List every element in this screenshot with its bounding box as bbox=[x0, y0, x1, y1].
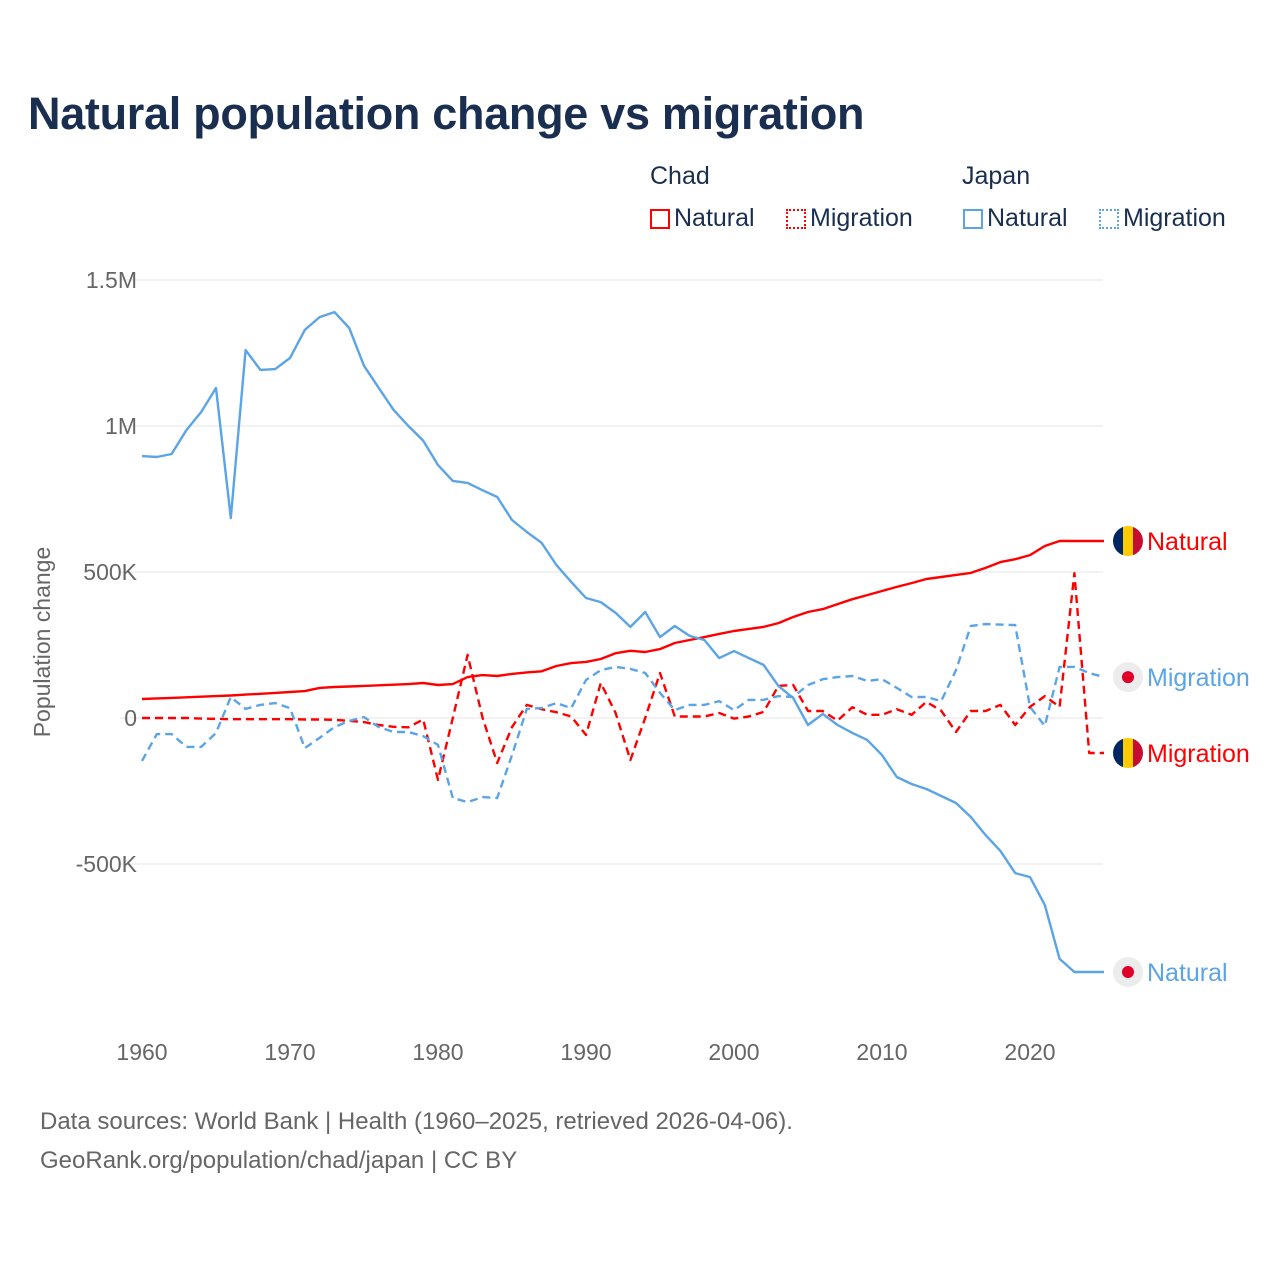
end-label-japan-migration: Migration bbox=[1147, 664, 1250, 692]
y-tick-label: 1M bbox=[105, 413, 137, 439]
x-tick-label: 2020 bbox=[1004, 1039, 1055, 1065]
legend-group-japan: Japan bbox=[962, 162, 1031, 190]
legend-item-chad-migration[interactable]: Migration bbox=[786, 204, 913, 233]
x-tick-label: 2000 bbox=[708, 1039, 759, 1065]
legend-label: Migration bbox=[1123, 204, 1226, 232]
legend-item-chad-natural[interactable]: Natural bbox=[650, 204, 755, 233]
chad-flag-icon bbox=[1123, 526, 1133, 557]
y-tick-label: 1.5M bbox=[86, 267, 137, 293]
x-tick-label: 1990 bbox=[560, 1039, 611, 1065]
series-line-japan-natural bbox=[141, 310, 1104, 974]
chad-flag-icon bbox=[1133, 526, 1143, 557]
x-tick-label: 1960 bbox=[116, 1039, 167, 1065]
legend-item-japan-natural[interactable]: Natural bbox=[963, 204, 1068, 233]
legend-item-japan-migration[interactable]: Migration bbox=[1099, 204, 1226, 233]
footer-link[interactable]: GeoRank.org/population/chad/japan | CC B… bbox=[40, 1147, 518, 1174]
legend-swatch-dotted-blue bbox=[1099, 208, 1119, 229]
chad-flag-icon bbox=[1113, 526, 1123, 557]
japan-flag-icon bbox=[1122, 671, 1134, 684]
chad-flag-icon bbox=[1113, 738, 1123, 769]
end-label-chad-natural: Natural bbox=[1147, 528, 1228, 556]
y-tick-label: 0 bbox=[124, 705, 137, 731]
y-tick-label: 500K bbox=[83, 559, 137, 585]
footer-sources: Data sources: World Bank | Health (1960–… bbox=[40, 1108, 793, 1135]
chart-title: Natural population change vs migration bbox=[28, 88, 865, 139]
chad-flag-icon bbox=[1123, 738, 1133, 769]
x-tick-label: 1970 bbox=[264, 1039, 315, 1065]
legend-label: Migration bbox=[810, 204, 913, 232]
y-tick-label: -500K bbox=[76, 851, 138, 877]
series-line-chad-natural bbox=[141, 539, 1104, 701]
legend-label: Natural bbox=[674, 204, 755, 232]
y-axis-label: Population change bbox=[29, 547, 55, 738]
series-line-japan-migration bbox=[140, 622, 1105, 804]
end-label-chad-migration: Migration bbox=[1147, 740, 1250, 768]
series-line-chad-migration bbox=[142, 572, 1104, 782]
chad-flag-icon bbox=[1133, 738, 1143, 769]
legend-label: Natural bbox=[987, 204, 1068, 232]
legend-group-chad: Chad bbox=[650, 162, 710, 190]
legend-swatch-dotted-red bbox=[786, 208, 806, 229]
legend-swatch-solid-blue bbox=[963, 208, 983, 229]
legend-swatch-solid-red bbox=[650, 208, 670, 229]
x-tick-label: 2010 bbox=[856, 1039, 907, 1065]
x-tick-label: 1980 bbox=[412, 1039, 463, 1065]
end-label-japan-natural: Natural bbox=[1147, 959, 1228, 987]
japan-flag-icon bbox=[1122, 966, 1134, 979]
